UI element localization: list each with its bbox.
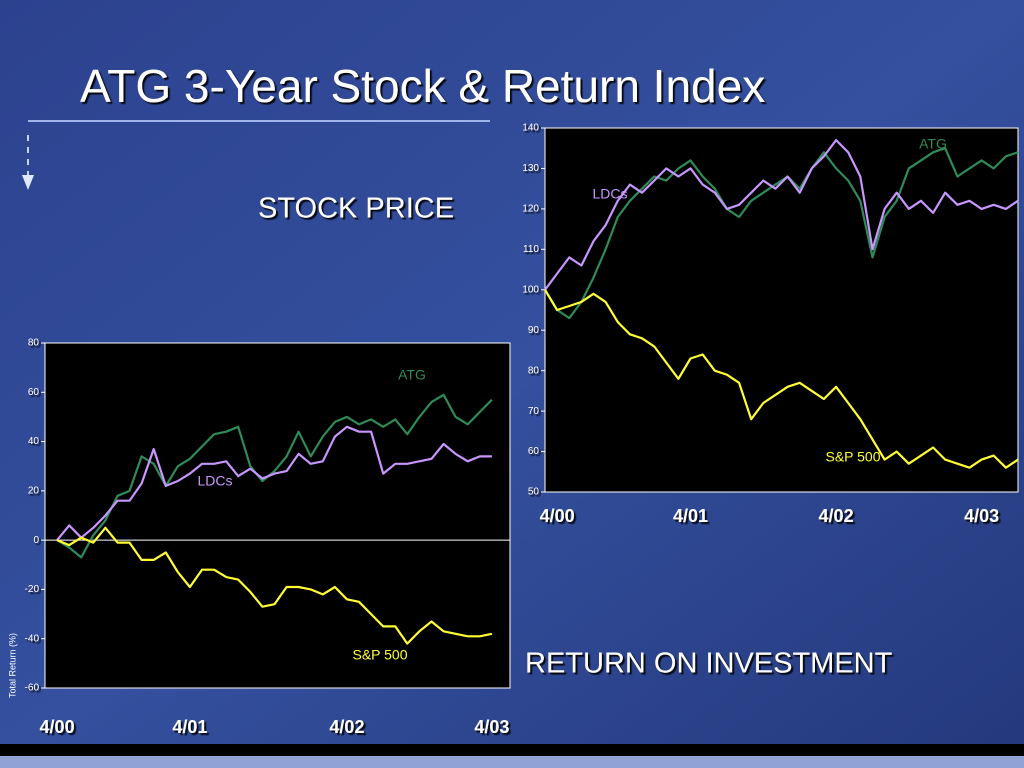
series-line xyxy=(56,393,493,559)
series-line xyxy=(544,289,1019,469)
bottom-strip xyxy=(0,756,1024,768)
x-tick-label: 4/02 xyxy=(819,506,854,526)
series-line xyxy=(56,425,492,541)
x-tick-label: 4/02 xyxy=(329,717,364,737)
bottom-band xyxy=(0,744,1024,756)
plot-area xyxy=(44,342,511,689)
series-label: LDCs xyxy=(592,186,627,202)
series-label: ATG xyxy=(398,367,426,383)
y-tick-label: 120 xyxy=(522,204,539,215)
y-tick-label: 70 xyxy=(528,406,540,417)
x-tick-label: 4/03 xyxy=(964,506,999,526)
y-tick-label: 60 xyxy=(528,446,540,457)
chart-title: STOCK PRICE xyxy=(258,193,454,225)
y-tick-label: -60 xyxy=(25,683,40,694)
series-line xyxy=(544,139,1019,291)
y-tick-label: 100 xyxy=(522,284,539,295)
y-tick-label: 60 xyxy=(28,387,40,398)
series-line xyxy=(56,526,493,645)
y-tick-label: -40 xyxy=(25,633,40,644)
y-tick-label: 0 xyxy=(33,535,39,546)
y-tick-label: 90 xyxy=(528,325,540,336)
series-line xyxy=(544,147,1019,320)
deco-arrow xyxy=(22,175,34,190)
x-tick-label: 4/00 xyxy=(540,506,575,526)
y-tick-label: 80 xyxy=(528,365,540,376)
y-tick-label: -20 xyxy=(25,584,40,595)
y-tick-label: 50 xyxy=(528,487,540,498)
y-axis-label: Total Return (%) xyxy=(7,633,17,698)
y-tick-label: 40 xyxy=(28,436,40,447)
y-tick-label: 80 xyxy=(28,338,40,349)
x-tick-label: 4/00 xyxy=(40,717,75,737)
chart-title: RETURN ON INVESTMENT xyxy=(525,648,893,680)
plot-area xyxy=(544,127,1019,493)
y-tick-label: 130 xyxy=(522,163,539,174)
slide-title: ATG 3-Year Stock & Return Index xyxy=(80,60,765,112)
series-label: S&P 500 xyxy=(352,647,407,663)
x-tick-label: 4/01 xyxy=(673,506,708,526)
x-tick-label: 4/01 xyxy=(172,717,207,737)
series-label: ATG xyxy=(919,136,947,152)
y-tick-label: 110 xyxy=(523,244,539,255)
series-label: S&P 500 xyxy=(825,449,880,465)
y-tick-label: 20 xyxy=(28,485,40,496)
x-tick-label: 4/03 xyxy=(474,717,509,737)
series-label: LDCs xyxy=(197,473,232,489)
y-tick-label: 140 xyxy=(522,123,539,134)
